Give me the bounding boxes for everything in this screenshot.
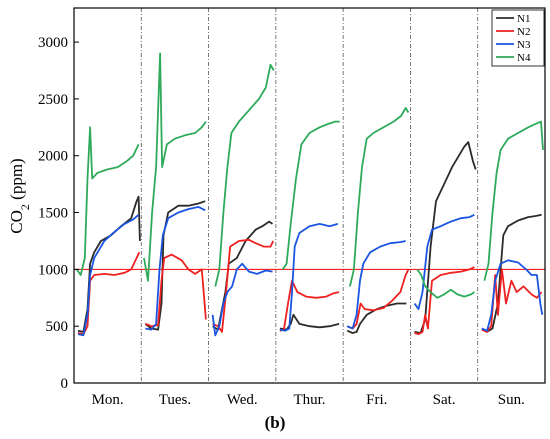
series-n2-day-7: [481, 268, 543, 333]
series-group: [75, 52, 544, 337]
series-n3-day-6: [413, 213, 475, 310]
series-n4-day-1: [75, 126, 140, 276]
x-tick-label-4: Thur.: [293, 392, 325, 408]
series-n4-day-4: [281, 120, 340, 270]
series-n3-day-3: [211, 262, 273, 337]
series-n2-day-1: [77, 251, 141, 335]
series-n4-day-5: [349, 107, 410, 287]
series-n3-day-4: [279, 223, 339, 332]
x-tick-label-2: Tues.: [159, 392, 191, 408]
series-n1: [77, 141, 542, 334]
series-n4-day-2: [143, 52, 207, 282]
y-axis-title-subscript: 2: [18, 204, 32, 210]
x-tick-label-1: Mon.: [92, 392, 124, 408]
x-tick-label-6: Sat.: [433, 392, 456, 408]
day-separators: [140, 8, 479, 383]
legend-label-n4: N4: [517, 52, 531, 64]
y-axis: 0 500 1000 1500 2000 2500 3000: [38, 35, 79, 392]
plot-frame: [73, 7, 546, 384]
series-n2-day-3: [212, 238, 275, 333]
y-tick-label-2500: 2500: [38, 92, 68, 108]
y-tick-label-1500: 1500: [38, 206, 68, 222]
x-tick-label-7: Sun.: [498, 392, 525, 408]
series-n4-day-7: [483, 120, 544, 281]
series-n3-day-1: [77, 214, 140, 337]
series-n2-day-6: [414, 266, 475, 335]
co2-line-chart: 0 500 1000 1500 2000 2500 3000 Mon. Tues. Wed. Th…: [7, 7, 546, 408]
series-n2: [77, 238, 543, 335]
x-tick-label-5: Fri.: [366, 392, 387, 408]
legend-label-n2: N2: [517, 26, 530, 38]
series-n1-day-4: [279, 313, 340, 331]
series-n3-day-2: [145, 206, 206, 331]
y-axis-title-main: CO: [7, 210, 26, 234]
series-n1-day-2: [144, 200, 206, 331]
legend-label-n1: N1: [517, 13, 530, 25]
series-n4: [75, 52, 544, 299]
y-tick-label-3000: 3000: [38, 35, 68, 51]
series-n1-day-6: [414, 141, 477, 334]
y-tick-label-500: 500: [46, 319, 69, 335]
series-n2-day-2: [144, 253, 207, 328]
series-n2-day-4: [279, 279, 340, 332]
legend-label-n3: N3: [517, 39, 531, 51]
figure-caption: (b): [264, 413, 286, 432]
x-tick-label-3: Wed.: [227, 392, 258, 408]
svg-text:CO2 (ppm): CO2 (ppm): [7, 158, 32, 233]
series-n3-day-7: [481, 259, 544, 332]
series-n4-day-3: [214, 63, 275, 287]
series-n1-day-7: [481, 213, 542, 333]
series-n1-day-5: [346, 302, 407, 334]
series-n3: [77, 206, 544, 337]
y-tick-label-0: 0: [61, 376, 69, 392]
y-tick-label-2000: 2000: [38, 149, 68, 165]
series-n2-day-5: [346, 269, 410, 330]
y-axis-title: CO2 (ppm): [7, 158, 32, 233]
y-tick-label-1000: 1000: [38, 262, 68, 278]
series-n3-day-5: [346, 240, 406, 330]
y-axis-title-unit: (ppm): [7, 158, 26, 204]
series-n4-day-6: [416, 268, 475, 299]
x-axis: Mon. Tues. Wed. Thur. Fri. Sat. Sun.: [92, 392, 525, 408]
